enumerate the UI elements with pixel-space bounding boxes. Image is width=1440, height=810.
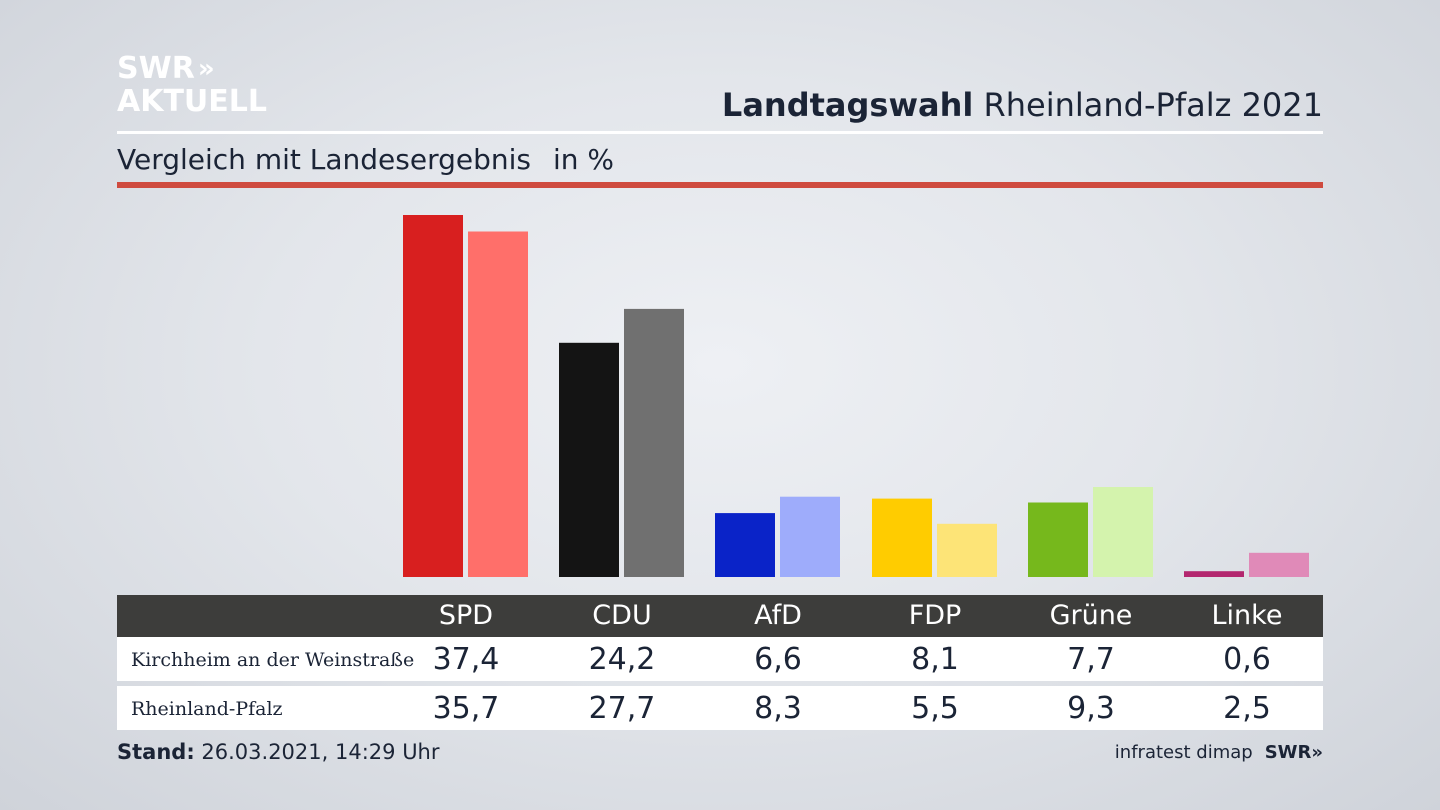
bar-fdp-series-1 — [872, 498, 932, 577]
bar-linke-series-1 — [1184, 571, 1244, 577]
party-header: AfD — [754, 600, 802, 631]
row-label: Kirchheim an der Weinstraße — [131, 649, 415, 671]
source-text: infratest dimap — [1114, 742, 1253, 763]
bar-cdu-series-2 — [624, 308, 684, 577]
bar-fdp-series-2 — [937, 523, 997, 577]
table-row: Rheinland-Pfalz 35,7 27,7 8,3 5,5 9,3 2,5 — [117, 686, 1323, 730]
bar-gruene-series-2 — [1093, 487, 1153, 577]
title-rest: Rheinland-Pfalz 2021 — [983, 86, 1323, 124]
subtitle-text: Vergleich mit Landesergebnis — [117, 143, 531, 176]
bar-chart — [403, 215, 1309, 577]
header-divider — [117, 131, 1323, 134]
value-cell: 5,5 — [911, 691, 959, 726]
accent-rule — [117, 182, 1323, 188]
row-label: Rheinland-Pfalz — [131, 698, 283, 720]
chart-subtitle: Vergleich mit Landesergebnis in % — [117, 143, 614, 176]
swr-logo-small: SWR» — [1264, 742, 1323, 763]
value-cell: 2,5 — [1223, 691, 1271, 726]
bar-spd-series-1 — [403, 215, 463, 577]
logo-aktuell: AKTUELL — [117, 84, 268, 119]
party-header: SPD — [438, 600, 494, 631]
bar-gruene-series-1 — [1028, 502, 1088, 577]
logo-chevrons-icon: » — [197, 54, 215, 84]
value-cell: 6,6 — [754, 642, 802, 677]
value-cell: 35,7 — [432, 691, 500, 726]
bar-spd-series-2 — [468, 231, 528, 577]
bar-afd-series-1 — [715, 513, 775, 577]
party-header: FDP — [908, 600, 962, 631]
bar-afd-series-2 — [780, 496, 840, 577]
results-table: SPD CDU AfD FDP Grüne Linke Kirchheim an der … — [117, 595, 1323, 730]
table-row: Kirchheim an der Weinstraße 37,4 24,2 6,6 8… — [117, 637, 1323, 681]
value-cell: 37,4 — [432, 642, 500, 677]
stand-label: Stand: — [117, 740, 195, 764]
value-cell: 8,3 — [754, 691, 802, 726]
party-header: Linke — [1211, 600, 1283, 631]
table-header-row: SPD CDU AfD FDP Grüne Linke — [117, 595, 1323, 637]
source-credit: infratest dimap SWR» — [1115, 742, 1323, 763]
value-cell: 27,7 — [588, 691, 656, 726]
value-cell: 7,7 — [1067, 642, 1115, 677]
unit-label: in % — [552, 143, 615, 176]
value-cell: 0,6 — [1223, 642, 1271, 677]
title-bold: Landtagswahl — [721, 86, 974, 124]
party-header: CDU — [592, 600, 652, 631]
stand-value: 26.03.2021, 14:29 Uhr — [201, 740, 440, 764]
party-header: Grüne — [1049, 600, 1133, 631]
value-cell: 8,1 — [911, 642, 959, 677]
swr-aktuell-logo: SWR» AKTUELL — [117, 54, 267, 117]
logo-swr: SWR — [117, 51, 195, 86]
bar-cdu-series-1 — [559, 342, 619, 577]
page-title: Landtagswahl Rheinland-Pfalz 2021 — [722, 86, 1323, 124]
value-cell: 9,3 — [1067, 691, 1115, 726]
value-cell: 24,2 — [588, 642, 656, 677]
timestamp: Stand: 26.03.2021, 14:29 Uhr — [117, 740, 440, 764]
bar-linke-series-2 — [1249, 552, 1309, 577]
